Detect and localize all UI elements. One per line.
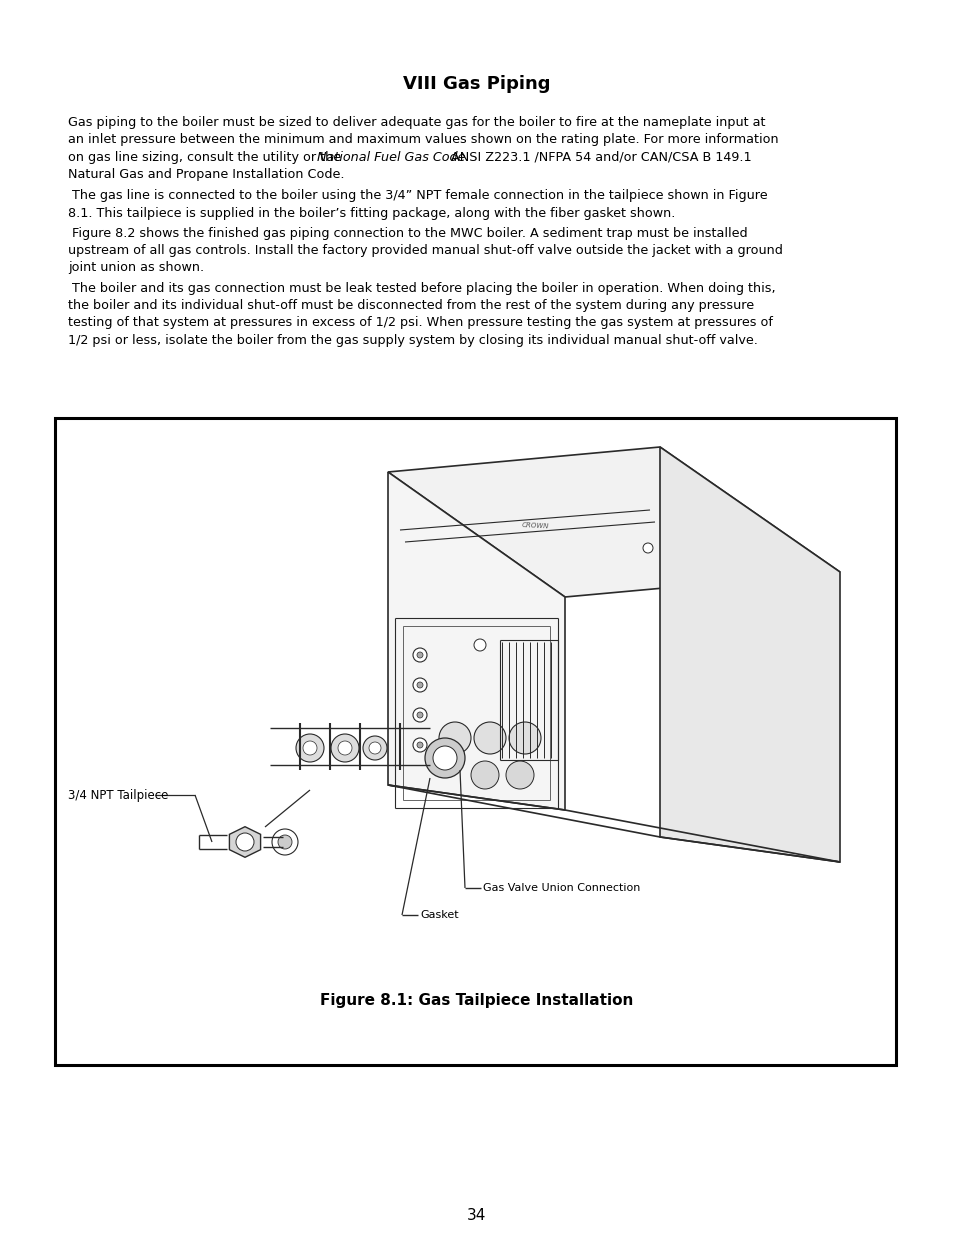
Circle shape [416,682,422,688]
Circle shape [295,734,324,762]
Circle shape [363,736,387,760]
Text: the boiler and its individual shut-off must be disconnected from the rest of the: the boiler and its individual shut-off m… [68,299,753,312]
Polygon shape [229,826,260,857]
Text: testing of that system at pressures in excess of 1/2 psi. When pressure testing : testing of that system at pressures in e… [68,316,772,330]
Text: 34: 34 [467,1208,486,1223]
Circle shape [413,678,427,692]
Text: joint union as shown.: joint union as shown. [68,262,204,274]
Circle shape [337,741,352,755]
Circle shape [642,543,652,553]
Circle shape [416,652,422,658]
Text: 1/2 psi or less, isolate the boiler from the gas supply system by closing its in: 1/2 psi or less, isolate the boiler from… [68,333,757,347]
Text: on gas line sizing, consult the utility or the: on gas line sizing, consult the utility … [68,151,345,163]
Circle shape [424,739,464,778]
Text: VIII Gas Piping: VIII Gas Piping [403,75,550,93]
Text: Figure 8.2 shows the finished gas piping connection to the MWC boiler. A sedimen: Figure 8.2 shows the finished gas piping… [68,227,747,240]
Circle shape [277,835,292,848]
Circle shape [413,648,427,662]
Circle shape [369,742,380,755]
Circle shape [509,722,540,755]
Polygon shape [388,447,840,597]
Circle shape [433,746,456,769]
Circle shape [474,638,485,651]
Text: ANSI Z223.1 /NFPA 54 and/or CAN/CSA B 149.1: ANSI Z223.1 /NFPA 54 and/or CAN/CSA B 14… [447,151,751,163]
Circle shape [416,713,422,718]
Circle shape [413,739,427,752]
Text: Gas piping to the boiler must be sized to deliver adequate gas for the boiler to: Gas piping to the boiler must be sized t… [68,116,764,128]
Circle shape [303,741,316,755]
Circle shape [413,708,427,722]
Polygon shape [659,447,840,862]
Circle shape [272,829,297,855]
Text: an inlet pressure between the minimum and maximum values shown on the rating pla: an inlet pressure between the minimum an… [68,133,778,146]
Text: CROWN: CROWN [520,522,548,530]
Text: Gas Valve Union Connection: Gas Valve Union Connection [482,883,639,893]
Text: The gas line is connected to the boiler using the 3/4” NPT female connection in : The gas line is connected to the boiler … [68,189,767,203]
Bar [55,417,895,1065]
Text: 8.1. This tailpiece is supplied in the boiler’s fitting package, along with the : 8.1. This tailpiece is supplied in the b… [68,206,675,220]
Circle shape [235,832,253,851]
Text: 3/4 NPT Tailpiece: 3/4 NPT Tailpiece [68,788,168,802]
Text: The boiler and its gas connection must be leak tested before placing the boiler : The boiler and its gas connection must b… [68,282,775,295]
Text: Gasket: Gasket [419,910,458,920]
Polygon shape [388,472,564,810]
Circle shape [331,734,358,762]
Text: upstream of all gas controls. Install the factory provided manual shut-off valve: upstream of all gas controls. Install th… [68,245,782,257]
Text: Natural Gas and Propane Installation Code.: Natural Gas and Propane Installation Cod… [68,168,344,180]
Text: Figure 8.1: Gas Tailpiece Installation: Figure 8.1: Gas Tailpiece Installation [320,993,633,1008]
Text: National Fuel Gas Code: National Fuel Gas Code [316,151,465,163]
Circle shape [416,742,422,748]
Circle shape [438,722,471,755]
Circle shape [505,761,534,789]
Circle shape [471,761,498,789]
Circle shape [474,722,505,755]
